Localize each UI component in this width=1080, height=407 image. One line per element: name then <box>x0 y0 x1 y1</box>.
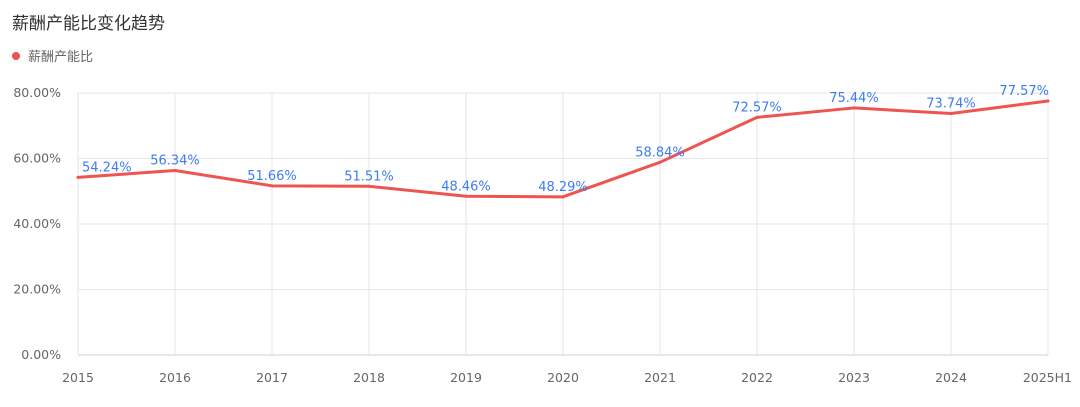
data-label: 48.29% <box>538 180 588 195</box>
x-tick-label: 2020 <box>547 370 579 385</box>
y-tick-label: 40.00% <box>13 216 61 231</box>
x-tick-label: 2019 <box>450 370 482 385</box>
data-label: 54.24% <box>82 160 132 175</box>
x-tick-label: 2024 <box>935 370 967 385</box>
data-point <box>658 160 662 164</box>
data-point <box>464 194 468 198</box>
x-tick-label: 2025H1 <box>1023 370 1072 385</box>
data-label: 51.51% <box>344 169 394 184</box>
data-label: 56.34% <box>150 153 200 168</box>
data-label: 58.84% <box>635 145 685 160</box>
y-tick-label: 0.00% <box>21 347 61 362</box>
x-tick-label: 2015 <box>62 370 94 385</box>
x-tick-label: 2022 <box>741 370 773 385</box>
y-tick-label: 20.00% <box>13 282 61 297</box>
x-tick-label: 2023 <box>838 370 870 385</box>
data-label: 48.46% <box>441 179 491 194</box>
data-label: 73.74% <box>926 97 976 112</box>
legend-label: 薪酬产能比 <box>28 50 94 65</box>
chart-title: 薪酬产能比变化趋势 <box>12 14 165 34</box>
y-tick-label: 80.00% <box>13 85 61 100</box>
x-tick-label: 2016 <box>159 370 191 385</box>
data-label: 51.66% <box>247 169 297 184</box>
y-tick-label: 60.00% <box>13 151 61 166</box>
data-point <box>173 168 177 172</box>
data-point <box>76 175 80 179</box>
data-label: 77.57% <box>999 84 1049 99</box>
data-point <box>852 106 856 110</box>
data-point <box>561 195 565 199</box>
data-label: 72.57% <box>732 100 782 115</box>
legend[interactable]: 薪酬产能比 <box>12 46 93 65</box>
x-tick-label: 2017 <box>256 370 288 385</box>
x-tick-label: 2018 <box>353 370 385 385</box>
data-point <box>949 112 953 116</box>
data-point <box>367 184 371 188</box>
data-label: 75.44% <box>829 91 879 106</box>
x-tick-label: 2021 <box>644 370 676 385</box>
data-point <box>270 184 274 188</box>
legend-marker <box>12 51 20 60</box>
data-point <box>1046 99 1050 103</box>
data-point <box>755 115 759 119</box>
